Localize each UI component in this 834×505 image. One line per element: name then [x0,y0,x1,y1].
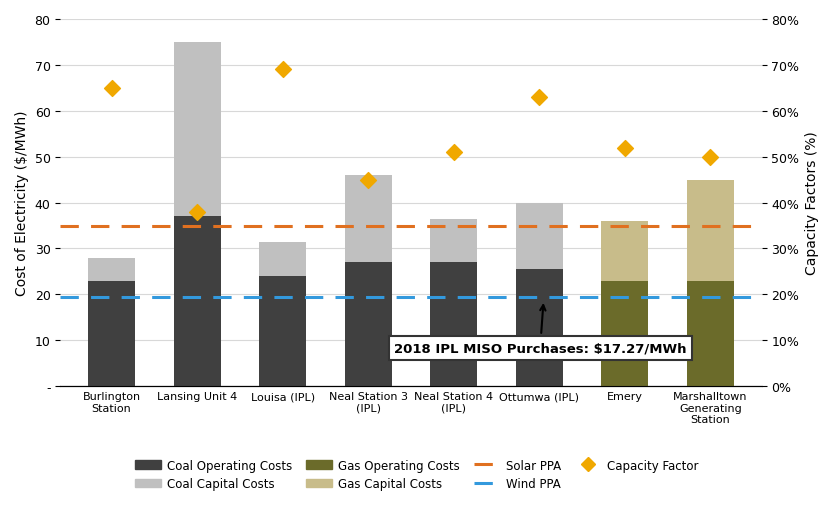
Text: 2018 IPL MISO Purchases: $17.27/MWh: 2018 IPL MISO Purchases: $17.27/MWh [394,306,686,355]
Bar [344,176,392,263]
Bar [601,222,648,281]
Bar [88,281,135,386]
Bar [88,258,135,281]
Point [276,66,289,74]
Bar [515,270,563,386]
Y-axis label: Cost of Electricity ($/MWh): Cost of Electricity ($/MWh) [15,111,29,296]
Bar [430,219,477,263]
Bar [687,180,734,281]
Bar [430,263,477,386]
Bar [515,203,563,270]
Point [618,144,631,152]
Point [362,176,375,184]
Bar [259,242,306,276]
Legend: Coal Operating Costs, Coal Capital Costs, Gas Operating Costs, Gas Capital Costs: Coal Operating Costs, Coal Capital Costs… [132,455,702,494]
Point [533,94,546,102]
Point [190,208,203,216]
Point [447,149,460,157]
Bar [173,43,221,217]
Y-axis label: Capacity Factors (%): Capacity Factors (%) [805,131,819,275]
Bar [601,281,648,386]
Point [105,85,118,93]
Bar [344,263,392,386]
Point [704,154,717,162]
Bar [259,276,306,386]
Bar [173,217,221,386]
Bar [687,281,734,386]
